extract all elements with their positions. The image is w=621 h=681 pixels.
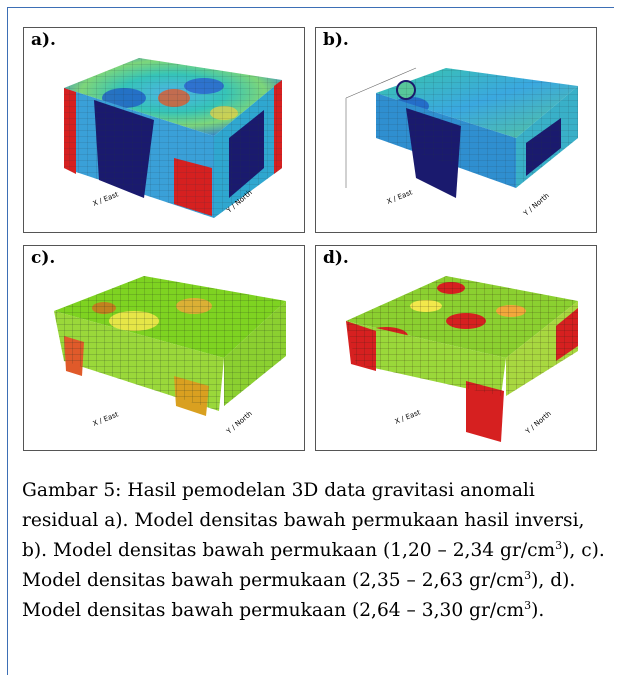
- block-model-b-image: X / East Y / North: [345, 67, 578, 218]
- x-axis-label: X / East: [386, 188, 414, 206]
- caption-part-1: Gambar 5: Hasil pemodelan 3D data gravit…: [22, 480, 585, 561]
- panel-a: X / East Y / North a).: [23, 27, 305, 233]
- caption-superscript-1: 3: [555, 538, 563, 552]
- panel-c: X / East Y / North c).: [23, 245, 305, 451]
- caption-part-3: ), d). Model densitas bawah permukaan (2…: [22, 570, 576, 621]
- x-axis-label: X / East: [92, 410, 120, 428]
- x-axis-label: X / East: [92, 190, 120, 208]
- panel-label: d).: [323, 248, 349, 268]
- panel-label: b).: [323, 30, 349, 50]
- panel-label: a).: [31, 30, 56, 50]
- figure-caption: Gambar 5: Hasil pemodelan 3D data gravit…: [22, 476, 612, 626]
- block-model-c-image: X / East Y / North: [54, 276, 286, 436]
- panel-label: c).: [31, 248, 56, 268]
- block-model-d-image: X / East Y / North: [346, 276, 578, 442]
- block-model-a-image: X / East Y / North: [64, 58, 282, 218]
- caption-superscript-3: 3: [524, 598, 532, 612]
- caption-part-4: ).: [531, 600, 545, 621]
- figure-frame: [7, 7, 614, 675]
- panel-b: X / East Y / North b).: [315, 27, 597, 233]
- caption-part-2: ), c). Model densitas bawah permukaan (2…: [22, 540, 605, 591]
- y-axis-label: Y / North: [523, 410, 552, 436]
- y-axis-label: Y / North: [224, 410, 253, 436]
- caption-superscript-2: 3: [524, 568, 532, 582]
- panel-d: X / East Y / North d).: [315, 245, 597, 451]
- x-axis-label: X / East: [394, 408, 422, 426]
- y-axis-label: Y / North: [521, 192, 550, 218]
